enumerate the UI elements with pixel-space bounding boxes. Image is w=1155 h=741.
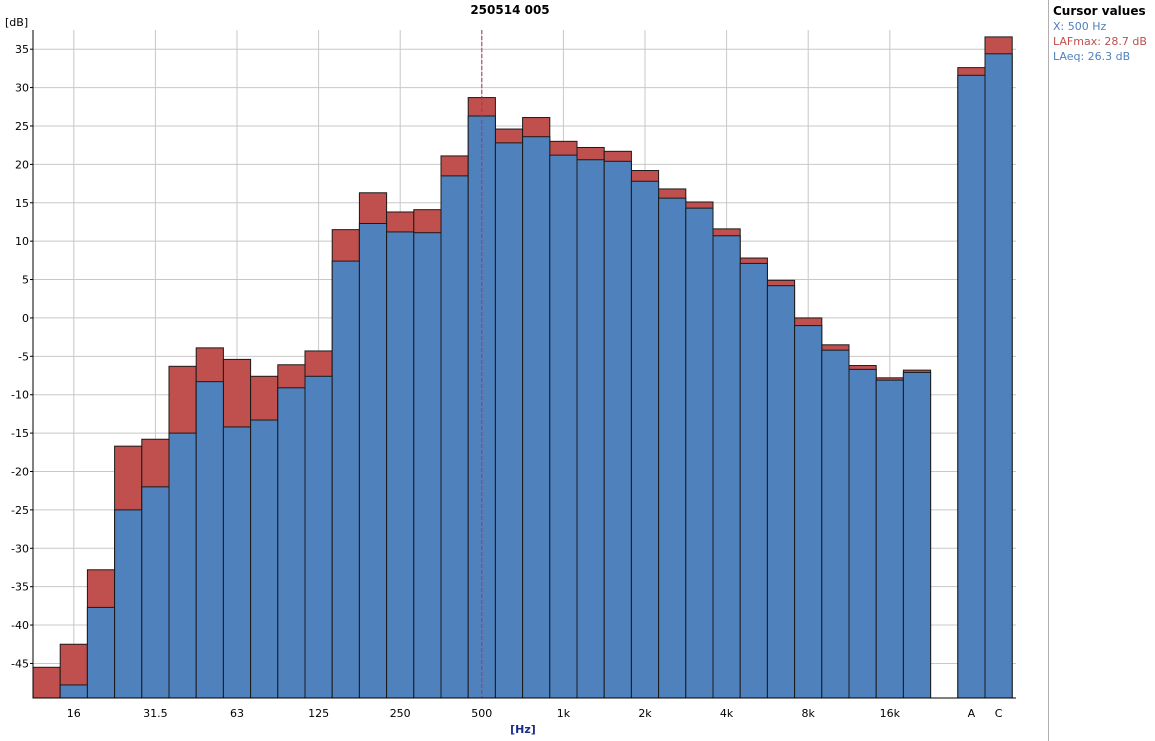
- y-axis-unit: [dB]: [5, 16, 28, 29]
- laeq-bar: [821, 349, 850, 699]
- bar-series: [32, 36, 1013, 699]
- x-tick-label: 4k: [720, 707, 734, 720]
- y-tick-label: -20: [11, 465, 29, 478]
- x-tick-label: A: [968, 707, 976, 720]
- x-axis-unit: [Hz]: [510, 723, 536, 736]
- laeq-bar: [141, 486, 170, 699]
- chart-title: 250514 005: [470, 3, 549, 17]
- laeq-bar: [630, 180, 660, 699]
- y-tick-label: -45: [11, 657, 29, 670]
- y-tick-label: -5: [18, 350, 29, 363]
- laeq-bar: [549, 154, 578, 699]
- x-tick-label: 31.5: [143, 707, 168, 720]
- cursor-x-value: X: 500 Hz: [1053, 20, 1107, 33]
- x-tick-labels: 16 31.5 63 125 250 500 1k 2k 4k 8k 16k A C: [67, 707, 1003, 720]
- laeq-bar: [304, 375, 333, 699]
- laeq-bar: [522, 136, 551, 699]
- y-tick-label: 20: [15, 158, 29, 171]
- x-tick-label: 63: [230, 707, 244, 720]
- y-tick-label: 25: [15, 120, 29, 133]
- laeq-bar: [467, 115, 496, 699]
- x-tick-label: 250: [390, 707, 411, 720]
- x-tick-label: 500: [471, 707, 492, 720]
- y-tick-label: -15: [11, 427, 29, 440]
- lafmax-bar: [32, 666, 61, 699]
- laeq-bar: [59, 684, 88, 699]
- laeq-bar: [358, 222, 388, 699]
- y-tick-label: -30: [11, 542, 29, 555]
- laeq-bar: [86, 606, 116, 699]
- cursor-lafmax-value: LAFmax: 28.7 dB: [1053, 35, 1147, 48]
- laeq-bar: [875, 379, 904, 699]
- laeq-bar: [739, 262, 768, 699]
- laeq-bar: [195, 381, 224, 699]
- cursor-laeq-value: LAeq: 26.3 dB: [1053, 50, 1131, 63]
- laeq-bar: [685, 207, 714, 699]
- laeq-bar: [222, 426, 252, 699]
- laeq-bar: [902, 371, 932, 699]
- laeq-bar: [386, 231, 415, 699]
- laeq-bar: [576, 159, 605, 699]
- laeq-bar: [277, 387, 306, 699]
- laeq-bar: [413, 232, 442, 699]
- y-tick-label: 15: [15, 197, 29, 210]
- laeq-bar: [168, 432, 197, 699]
- y-tick-label: 10: [15, 235, 29, 248]
- laeq-bar: [794, 325, 823, 699]
- laeq-bar: [331, 260, 360, 699]
- y-tick-label: -25: [11, 504, 29, 517]
- y-tick-label: 5: [22, 274, 29, 287]
- y-tick-label: -35: [11, 581, 29, 594]
- x-tick-label: 16k: [880, 707, 901, 720]
- laeq-bar: [250, 419, 279, 699]
- cursor-values-panel: Cursor values X: 500 Hz LAFmax: 28.7 dB …: [1048, 0, 1155, 741]
- x-tick-label: C: [995, 707, 1003, 720]
- x-tick-label: 125: [308, 707, 329, 720]
- y-tick-labels: 35 30 25 20 15 10 5 0 -5 -10 -15 -20 -25 -30 -35 -40 -45: [11, 43, 29, 670]
- laeq-bar: [603, 160, 632, 699]
- laeq-bar: [984, 53, 1013, 699]
- laeq-bar: [712, 235, 741, 699]
- laeq-bar: [658, 197, 687, 699]
- laeq-bar: [766, 285, 796, 699]
- x-tick-label: 2k: [638, 707, 652, 720]
- y-tick-label: 0: [22, 312, 29, 325]
- laeq-bar: [114, 509, 143, 699]
- y-tick-label: -40: [11, 619, 29, 632]
- laeq-bar: [848, 368, 877, 699]
- laeq-bar: [494, 142, 524, 699]
- cursor-values-title: Cursor values: [1053, 4, 1146, 18]
- y-tick-label: 30: [15, 82, 29, 95]
- laeq-bar: [440, 175, 469, 699]
- y-tick-label: -10: [11, 389, 29, 402]
- laeq-bar: [957, 74, 986, 699]
- axes: [30, 30, 1016, 699]
- spectrum-chart[interactable]: 250514 005 [dB] 35 30 25 20 15 10 5 0 -5 -10 -15 -2…: [0, 0, 1048, 741]
- x-tick-label: 1k: [557, 707, 571, 720]
- x-tick-label: 16: [67, 707, 81, 720]
- y-tick-label: 35: [15, 43, 29, 56]
- x-tick-label: 8k: [802, 707, 816, 720]
